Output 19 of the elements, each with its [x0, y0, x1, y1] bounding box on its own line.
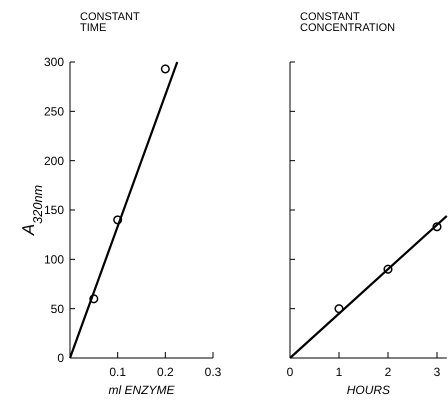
x-axis-title: HOURS: [346, 383, 390, 397]
chart-title: CONSTANT CONCENTRATION: [300, 11, 396, 34]
y-tick-label: 0: [57, 351, 64, 366]
y-tick-label: 250: [44, 104, 64, 119]
x-tick-label: 0: [286, 365, 294, 379]
chart-title: CONSTANT TIME: [80, 11, 140, 34]
x-tick-label: 0.1: [109, 365, 126, 379]
x-tick-label: 1: [336, 365, 343, 379]
point: [160, 64, 170, 74]
x-axis-title: ml ENZYME: [108, 383, 176, 397]
y-tick-label: 50: [50, 302, 64, 316]
x-tick-label: 3: [434, 365, 441, 379]
y-tick-label: 300: [44, 55, 64, 70]
x-tick-label: 0.3: [204, 365, 222, 379]
x-tick-label: 2: [384, 365, 392, 379]
y-tick-label: 200: [44, 154, 64, 168]
y-tick-label: 150: [44, 203, 64, 218]
x-tick-label: 0.2: [156, 365, 174, 379]
y-tick-label: 100: [44, 252, 64, 267]
